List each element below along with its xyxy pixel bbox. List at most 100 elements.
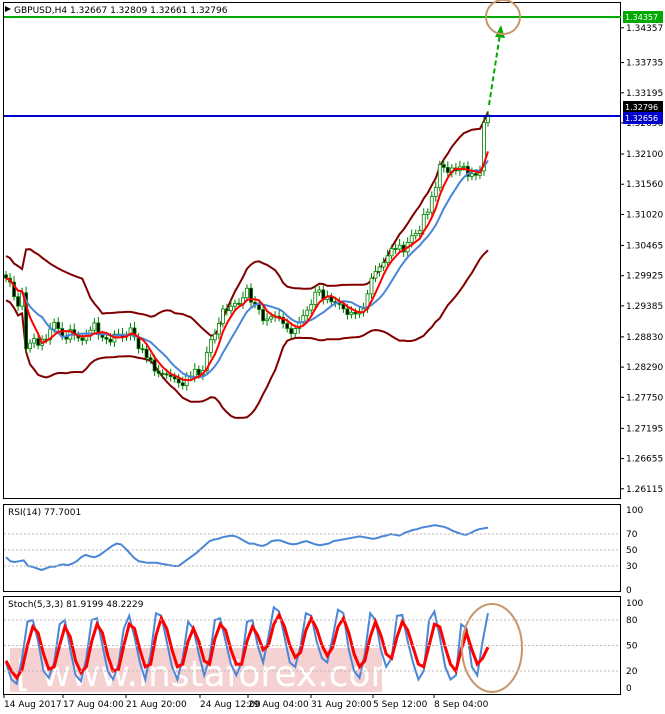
blue-level-label: 1.32656 [625, 114, 658, 123]
candle-body [337, 302, 342, 305]
candle-body [249, 287, 253, 303]
price-tick-label: 1.29385 [626, 302, 663, 312]
price-tick-label: 1.26655 [626, 455, 663, 465]
candle-body [237, 302, 241, 305]
stoch-circle [461, 603, 523, 693]
candle-body [233, 302, 237, 307]
candle-body [417, 230, 422, 234]
candle-body [433, 187, 438, 197]
candle-body [482, 122, 486, 172]
candle-body [160, 372, 165, 375]
rsi-tick-label: 30 [626, 562, 638, 572]
rsi-panel-frame [3, 504, 621, 592]
price-tick-label: 1.28830 [626, 333, 663, 343]
target-circle [485, 0, 521, 35]
rsi-line [5, 524, 489, 572]
price-tick-label: 1.32100 [626, 150, 663, 160]
candle-body [140, 348, 145, 351]
price-tick-label: 1.27195 [626, 424, 663, 434]
candle-body [265, 318, 269, 322]
candle-body [389, 248, 394, 257]
candle-body [381, 262, 386, 268]
candle-body [293, 328, 298, 334]
candle-body [309, 304, 314, 311]
rsi-axis: 100 70 50 30 0 [4, 506, 643, 596]
price-axis: 1.34357 1.33735 1.33195 1.32656 1.32100 1.315… [620, 24, 663, 495]
stoch-k-line [5, 605, 489, 686]
stoch-axis: 100 80 50 20 0 [4, 599, 643, 694]
candle-body [36, 338, 41, 346]
candle-body [164, 373, 169, 376]
candle-body [345, 308, 350, 315]
stoch-tick-label: 80 [626, 616, 638, 626]
candle-body [466, 165, 470, 177]
candle-body [349, 311, 354, 315]
candle-body [212, 333, 217, 341]
candle-body [413, 233, 418, 237]
time-tick-label: 8 Sep 04:00 [434, 700, 489, 710]
title-triangle-icon [5, 6, 11, 12]
candle-body [152, 359, 157, 372]
candle-body [176, 378, 181, 384]
price-tick-label: 1.34357 [626, 24, 663, 34]
candle-body [353, 311, 358, 315]
candle-body [196, 368, 201, 376]
candle-body [144, 348, 149, 359]
candle-body [261, 309, 265, 322]
stoch-tick-label: 20 [626, 667, 638, 677]
stoch-tick-label: 0 [626, 684, 632, 694]
candle-body [16, 296, 20, 307]
candle-body [172, 376, 177, 380]
forecast-arrow [488, 33, 501, 106]
candle-body [257, 304, 261, 310]
time-tick-label: 17 Aug 04:00 [63, 700, 124, 710]
price-tick-label: 1.31020 [626, 210, 663, 220]
candle-body [397, 244, 402, 250]
chart-title: GBPUSD,H4 1.32667 1.32809 1.32661 1.3279… [14, 6, 228, 16]
candle-body [245, 287, 249, 299]
current-price-label-bg [623, 101, 663, 113]
time-tick-label: 31 Aug 20:00 [311, 700, 372, 710]
candle-body [216, 323, 221, 335]
stoch-layer [4, 605, 490, 686]
candle-body [409, 235, 414, 243]
price-tick-label: 1.29925 [626, 272, 663, 282]
lower-band-line [5, 249, 489, 419]
price-tick-label: 1.26115 [626, 485, 663, 495]
candle-body [80, 337, 85, 341]
candle-body [108, 338, 113, 343]
upper-band-line [5, 111, 489, 337]
time-tick-label: 5 Sep 12:00 [373, 700, 428, 710]
candle-body [48, 328, 53, 341]
price-tick-label: 1.30465 [626, 241, 663, 251]
candle-body [225, 308, 229, 312]
candle-body [220, 308, 225, 324]
time-axis: 14 Aug 2017 17 Aug 04:00 21 Aug 20:00 24 Au… [3, 694, 489, 710]
slow-ma-line [5, 160, 489, 379]
candle-body [269, 316, 274, 320]
stoch-d-line [4, 611, 490, 681]
candle-body [12, 281, 16, 298]
candle-body [486, 114, 490, 124]
candle-body [289, 328, 294, 334]
candle-body [445, 167, 450, 173]
candle-body [305, 309, 310, 317]
candle-body [437, 164, 442, 188]
candle-body [461, 165, 466, 168]
candle-body [156, 370, 161, 374]
price-tick-label: 1.31560 [626, 180, 663, 190]
candle-body [24, 292, 28, 350]
candle-body [229, 305, 233, 312]
rsi-tick-label: 50 [626, 546, 638, 556]
candle-body [28, 342, 33, 350]
candle-body [425, 211, 430, 215]
price-tick-label: 1.33195 [626, 89, 663, 99]
time-tick-label: 24 Aug 12:00 [200, 700, 261, 710]
watermark-text: [ www.instaforex.com ] [16, 654, 431, 695]
stoch-title: Stoch(5,3,3) 81.9199 48.2229 [8, 600, 144, 610]
candle-body [373, 271, 378, 279]
price-tick-label: 1.27750 [626, 393, 663, 403]
current-price-label: 1.32796 [625, 103, 658, 112]
candle-body [429, 196, 434, 213]
candle-body [369, 277, 374, 295]
